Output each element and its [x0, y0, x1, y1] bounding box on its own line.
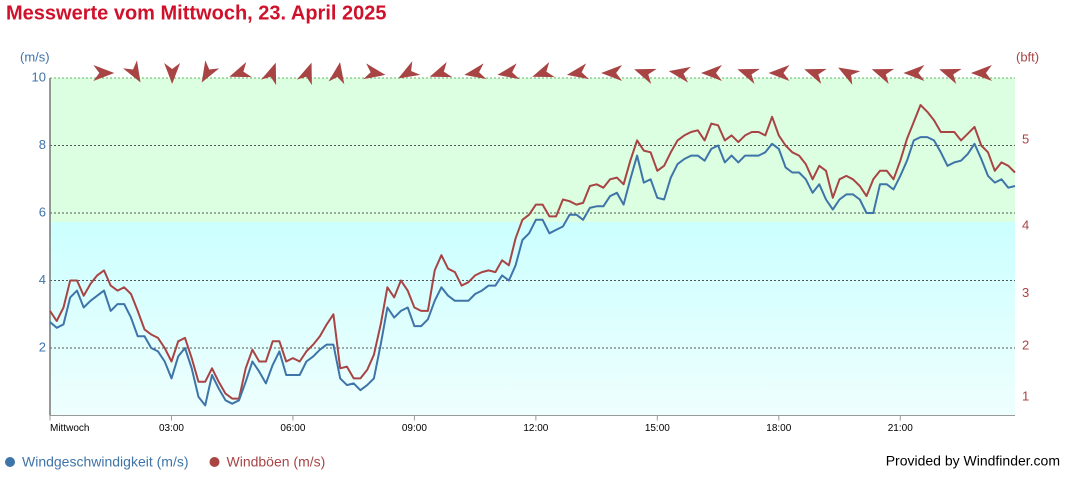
- direction-arrow: [398, 61, 421, 79]
- direction-arrow: [363, 63, 386, 80]
- direction-arrow: [601, 65, 623, 81]
- y-tick-label: 8: [39, 137, 46, 152]
- direction-arrow: [296, 62, 312, 86]
- direction-arrow: [229, 62, 252, 78]
- y2-tick-label: 4: [1022, 217, 1029, 232]
- direction-arrow: [328, 62, 345, 85]
- x-tick-label: 09:00: [402, 423, 427, 434]
- band-green: [50, 78, 1015, 222]
- direction-arrow: [566, 63, 589, 80]
- y2-tick-label: 3: [1022, 285, 1029, 300]
- direction-arrow: [201, 60, 220, 83]
- x-tick-label: 03:00: [159, 423, 184, 434]
- chart-title: Messwerte vom Mittwoch, 23. April 2025: [6, 2, 387, 24]
- direction-arrow: [261, 62, 277, 86]
- x-tick-label: 06:00: [280, 423, 305, 434]
- legend-label: Windgeschwindigkeit (m/s): [22, 454, 189, 470]
- y2-unit: (bft): [1016, 49, 1039, 64]
- direction-arrow: [668, 66, 691, 83]
- y-tick-label: 4: [39, 272, 46, 287]
- x-tick-label: 18:00: [766, 423, 791, 434]
- direction-arrow: [939, 68, 962, 84]
- y2-tick-label: 2: [1022, 337, 1029, 352]
- direction-arrow: [497, 63, 520, 80]
- direction-arrow: [164, 63, 181, 84]
- band-cyan: [50, 222, 1015, 416]
- y2-tick-label: 5: [1022, 132, 1029, 147]
- direction-arrow: [737, 68, 760, 84]
- direction-arrow: [970, 65, 992, 81]
- direction-arrow: [429, 62, 453, 78]
- direction-arrow: [804, 68, 827, 84]
- credit: Provided by Windfinder.com: [886, 453, 1060, 469]
- direction-arrow: [634, 68, 657, 84]
- x-tick-label: 15:00: [645, 423, 670, 434]
- direction-arrow: [701, 65, 723, 81]
- series-line: [49, 104, 1016, 400]
- y-tick-label: 10: [32, 69, 46, 84]
- direction-arrow: [532, 62, 555, 78]
- legend-marker: [5, 457, 15, 467]
- direction-arrow: [871, 68, 895, 84]
- y-tick-label: 2: [39, 339, 46, 354]
- y2-tick-label: 1: [1022, 388, 1029, 403]
- x-tick-label: 12:00: [523, 423, 548, 434]
- y-unit: (m/s): [20, 49, 50, 64]
- legend-label: Windböen (m/s): [227, 454, 326, 470]
- x-tick-label: Mittwoch: [50, 423, 89, 434]
- direction-arrow: [768, 65, 790, 81]
- direction-arrow: [93, 65, 115, 81]
- y-tick-label: 6: [39, 204, 46, 219]
- legend-marker: [209, 457, 220, 467]
- direction-arrow: [123, 60, 141, 83]
- x-tick-label: 21:00: [888, 423, 913, 434]
- direction-arrow: [903, 65, 925, 81]
- direction-arrow: [464, 63, 487, 80]
- direction-arrow: [838, 67, 861, 85]
- series-line: [49, 136, 1016, 407]
